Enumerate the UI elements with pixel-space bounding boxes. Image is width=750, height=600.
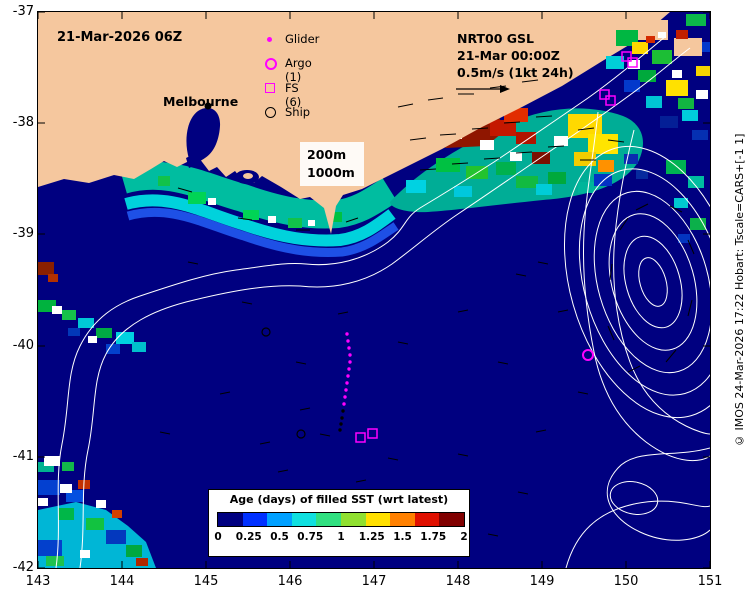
colorbar-tick-label: 0.25 — [235, 531, 262, 543]
x-tick-label: 151 — [697, 574, 723, 589]
coastal-sst-bands — [119, 161, 399, 257]
coastline-land — [38, 12, 670, 234]
x-tick-label: 145 — [193, 574, 219, 589]
southwest-sst-mosaic — [38, 456, 156, 568]
gsl-line-3: 0.5m/s (1kt 24h) — [457, 65, 574, 80]
colorbar-tick-label: 1.5 — [393, 531, 412, 543]
depth-labels: 200m 1000m — [307, 146, 355, 182]
date-label: 21-Mar-2026 06Z — [57, 30, 183, 45]
y-tick-label: -39 — [12, 226, 34, 241]
colorbar-title: Age (days) of filled SST (wrt latest) — [229, 493, 449, 506]
depth-1000m-label: 1000m — [307, 165, 355, 180]
colorbar-tick-label: 0.5 — [270, 531, 289, 543]
scale-arrow — [456, 85, 510, 93]
colorbar-tick-label: 0.75 — [297, 531, 324, 543]
x-tick-label: 144 — [109, 574, 135, 589]
y-tick-label: -41 — [12, 449, 34, 464]
colorbar-gradient — [217, 512, 465, 527]
argo-circle-icon — [265, 58, 277, 70]
velocity-vectors — [159, 79, 695, 537]
glider-dot-icon — [267, 37, 272, 42]
melbourne-marker — [204, 102, 212, 110]
x-tick-label: 149 — [529, 574, 555, 589]
depth-label-backdrop — [300, 142, 364, 186]
colorbar-tick-label: 1.75 — [420, 531, 447, 543]
colorbar-tick-label: 2 — [460, 531, 468, 543]
y-tick-label: -37 — [12, 4, 34, 19]
colorbar-legend: Age (days) of filled SST (wrt latest) 0 … — [208, 489, 470, 557]
y-tick-label: -42 — [12, 560, 34, 575]
x-tick-label: 143 — [25, 574, 51, 589]
depth-200m-label: 200m — [307, 147, 347, 162]
legend-fs-label: FS (6) — [285, 81, 302, 109]
fs-markers — [355, 51, 638, 443]
x-tick-label: 147 — [361, 574, 387, 589]
colorbar-tick-label: 1 — [337, 531, 345, 543]
legend-glider-label: Glider — [285, 32, 320, 46]
y-tick-label: -40 — [12, 338, 34, 353]
gsl-line-2: 21-Mar 00:00Z — [457, 48, 560, 63]
ship-circle-icon — [265, 107, 276, 118]
contour-lines — [55, 35, 743, 569]
gsl-line-1: NRT00 GSL — [457, 31, 535, 46]
y-tick-label: -38 — [12, 115, 34, 130]
map-graphics — [37, 11, 743, 569]
x-tick-label: 148 — [445, 574, 471, 589]
melbourne-label: Melbourne — [163, 94, 239, 109]
x-tick-label: 146 — [277, 574, 303, 589]
colorbar-tick-label: 1.25 — [358, 531, 385, 543]
port-phillip-bay — [186, 107, 259, 184]
legend-argo-label: Argo (1) — [285, 56, 312, 84]
credit-text: © IMOS 24-Mar-2026 17:22 Hobart: Tscale=… — [733, 133, 746, 447]
x-tick-label: 150 — [613, 574, 639, 589]
glider-track — [338, 332, 352, 432]
gsl-annotation: NRT00 GSL 21-Mar 00:00Z 0.5m/s (1kt 24h) — [457, 30, 574, 81]
west-sst-patches — [38, 262, 146, 354]
colorbar-tick-label: 0 — [214, 531, 222, 543]
map-plot-area — [37, 11, 743, 569]
northeast-corner-mosaic — [606, 14, 710, 140]
argo-marker — [582, 349, 594, 361]
legend-ship-label: Ship — [285, 105, 311, 119]
fs-square-icon — [265, 83, 275, 93]
eddy-contours — [563, 145, 743, 419]
ship-markers — [261, 327, 306, 439]
